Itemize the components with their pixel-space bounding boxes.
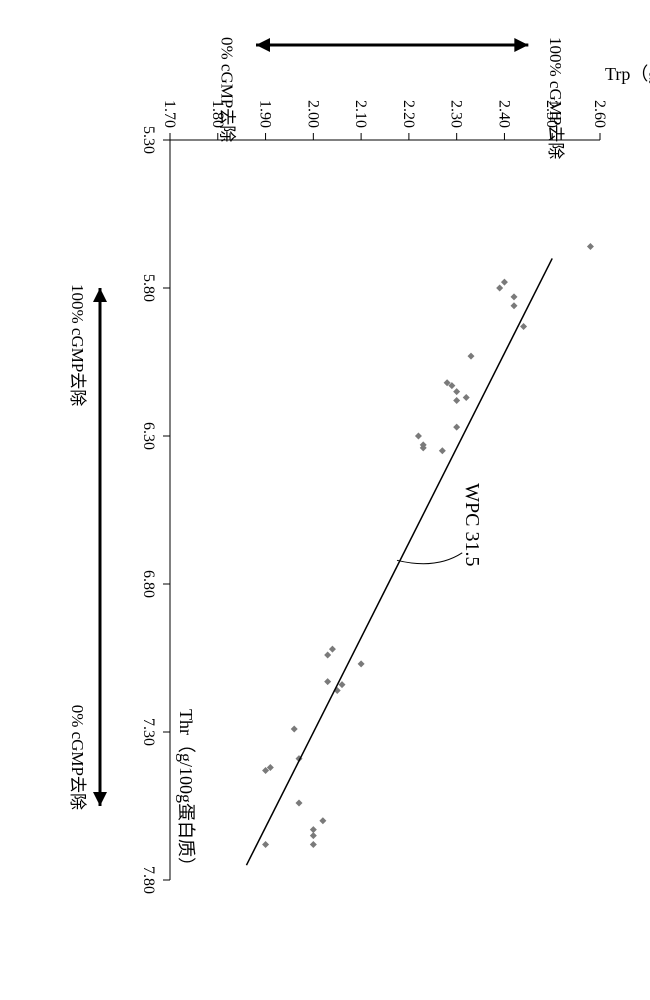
y-tick-label: 2.40 xyxy=(495,100,512,128)
y-bottom-annot: 0% cGMP去除 xyxy=(217,37,236,142)
y-tick-label: 2.30 xyxy=(448,100,465,128)
x-tick-label: 6.80 xyxy=(140,570,157,598)
y-tick-label: 2.10 xyxy=(352,100,369,128)
x-right-annot: 0% cGMP去除 xyxy=(68,705,87,810)
x-tick-label: 5.80 xyxy=(140,274,157,302)
y-tick-label: 1.70 xyxy=(161,100,178,128)
y-tick-label: 2.60 xyxy=(591,100,608,128)
y-tick-label: 1.90 xyxy=(257,100,274,128)
chart-inner: 5.305.806.306.807.307.801.701.801.902.00… xyxy=(0,0,650,1000)
x-left-annot: 100% cGMP去除 xyxy=(68,284,87,406)
x-axis-label: Thr（g/100g蛋白质） xyxy=(176,709,196,875)
trend-label: WPC 31.5 xyxy=(461,483,483,566)
x-tick-label: 7.80 xyxy=(140,866,157,894)
chart-root: 5.305.806.306.807.307.801.701.801.902.00… xyxy=(0,175,650,825)
y-axis-label: Trp（g/100g蛋白质） xyxy=(605,64,650,84)
y-top-annot: 100% cGMP去除 xyxy=(546,37,565,159)
y-tick-label: 2.20 xyxy=(400,100,417,128)
scatter-chart: 5.305.806.306.807.307.801.701.801.902.00… xyxy=(0,0,650,1000)
x-tick-label: 6.30 xyxy=(140,422,157,450)
x-tick-label: 7.30 xyxy=(140,718,157,746)
x-tick-label: 5.30 xyxy=(140,126,157,154)
y-tick-label: 2.00 xyxy=(304,100,321,128)
